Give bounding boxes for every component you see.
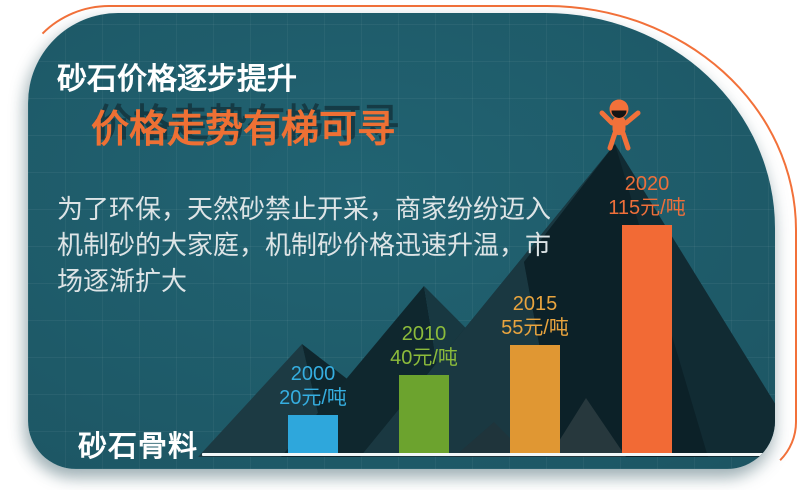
- brand-label: 砂石骨料: [78, 431, 199, 463]
- bar-label-2000: 2000 20元/吨: [233, 362, 393, 410]
- bar-year: 2010: [401, 323, 447, 345]
- infographic-card: 砂石价格逐步提升 价格走势有梯可寻 为了环保，天然砂禁止开采，商家纷纷迈入机制砂…: [28, 13, 775, 469]
- description-paragraph: 为了环保，天然砂禁止开采，商家纷纷迈入机制砂的大家庭，机制砂价格迅速升温，市场逐…: [57, 194, 552, 296]
- bar-label-2020: 2020 115元/吨: [567, 172, 727, 220]
- headline: 砂石价格逐步提升: [57, 63, 297, 96]
- bar-value: 55元/吨: [501, 317, 569, 339]
- bar-label-2010: 2010 40元/吨: [344, 322, 504, 370]
- bar-year: 2020: [624, 173, 670, 195]
- baseline-rule: [202, 453, 766, 456]
- bar-value: 115元/吨: [608, 197, 686, 219]
- bar-label-2015: 2015 55元/吨: [455, 292, 615, 340]
- bar-year: 2000: [290, 363, 336, 385]
- bar-year: 2015: [512, 293, 558, 315]
- bar-2010: [399, 375, 449, 455]
- bar-2015: [510, 345, 560, 455]
- bar-2000: [288, 415, 338, 455]
- bar-value: 40元/吨: [390, 347, 458, 369]
- price-bar-chart: 2000 20元/吨 2010 40元/吨 2015 55元/吨 2020 115元/吨: [28, 13, 775, 469]
- bar-value: 20元/吨: [279, 387, 347, 409]
- bar-2020: [622, 225, 672, 455]
- sub-headline: 价格走势有梯可寻: [91, 109, 396, 151]
- cheering-person-icon: [599, 99, 641, 151]
